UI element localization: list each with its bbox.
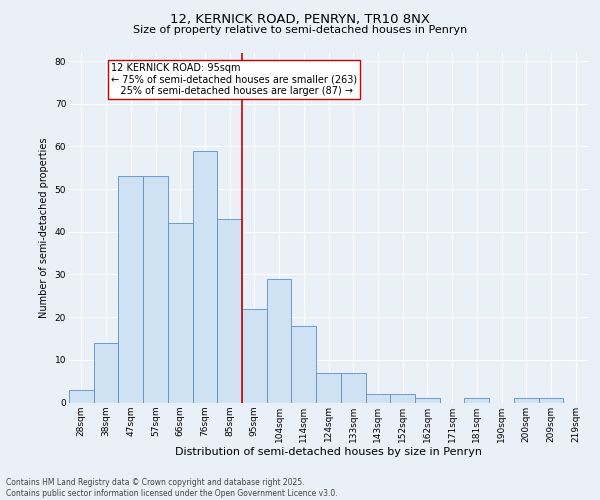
Text: 12 KERNICK ROAD: 95sqm
← 75% of semi-detached houses are smaller (263)
   25% of: 12 KERNICK ROAD: 95sqm ← 75% of semi-det…	[111, 63, 357, 96]
Bar	[464, 398, 489, 402]
Bar	[539, 398, 563, 402]
Bar	[217, 219, 242, 402]
Bar	[365, 394, 390, 402]
Bar	[415, 398, 440, 402]
Bar	[390, 394, 415, 402]
Bar	[118, 176, 143, 402]
X-axis label: Distribution of semi-detached houses by size in Penryn: Distribution of semi-detached houses by …	[175, 447, 482, 457]
Text: 12, KERNICK ROAD, PENRYN, TR10 8NX: 12, KERNICK ROAD, PENRYN, TR10 8NX	[170, 12, 430, 26]
Bar	[193, 150, 217, 402]
Bar	[94, 342, 118, 402]
Text: Size of property relative to semi-detached houses in Penryn: Size of property relative to semi-detach…	[133, 25, 467, 35]
Bar	[514, 398, 539, 402]
Bar	[69, 390, 94, 402]
Bar	[267, 278, 292, 402]
Y-axis label: Number of semi-detached properties: Number of semi-detached properties	[39, 137, 49, 318]
Text: Contains HM Land Registry data © Crown copyright and database right 2025.
Contai: Contains HM Land Registry data © Crown c…	[6, 478, 338, 498]
Bar	[143, 176, 168, 402]
Bar	[292, 326, 316, 402]
Bar	[316, 372, 341, 402]
Bar	[242, 308, 267, 402]
Bar	[341, 372, 365, 402]
Bar	[168, 223, 193, 402]
